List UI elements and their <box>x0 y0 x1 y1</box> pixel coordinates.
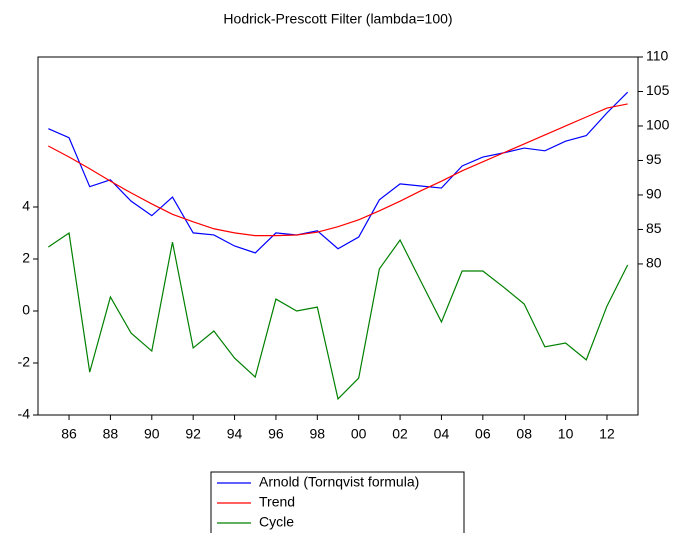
x-tick-label: 94 <box>227 426 243 442</box>
x-tick-label: 06 <box>475 426 491 442</box>
legend-label: Cycle <box>259 514 294 530</box>
y2-tick-label: 80 <box>646 255 662 271</box>
y2-tick-label: 105 <box>646 82 670 98</box>
x-tick-label: 08 <box>516 426 532 442</box>
y2-tick-label: 110 <box>646 48 669 64</box>
series-line <box>48 91 629 254</box>
y2-tick-label: 95 <box>646 151 662 167</box>
x-tick-label: 92 <box>185 426 201 442</box>
y-tick-label: 0 <box>22 302 30 318</box>
x-tick-label: 02 <box>392 426 408 442</box>
x-tick-label: 04 <box>434 426 450 442</box>
legend-box <box>210 471 465 533</box>
x-tick-label: 10 <box>558 426 574 442</box>
x-tick-label: 88 <box>103 426 119 442</box>
chart-title: Hodrick-Prescott Filter (lambda=100) <box>223 11 452 27</box>
y-tick-label: 4 <box>22 198 30 214</box>
y-tick-label: 2 <box>22 250 30 266</box>
x-tick-label: 00 <box>351 426 367 442</box>
x-tick-label: 98 <box>310 426 326 442</box>
plot-frame <box>37 56 639 416</box>
series-line <box>48 231 629 401</box>
series-line <box>48 103 628 237</box>
x-tick-label: 12 <box>599 426 615 442</box>
legend-label: Arnold (Tornqvist formula) <box>259 474 419 490</box>
y2-tick-label: 90 <box>646 186 662 202</box>
y-tick-label: -2 <box>18 354 31 370</box>
x-tick-label: 96 <box>268 426 284 442</box>
legend-label: Trend <box>259 494 295 510</box>
x-tick-label: 86 <box>61 426 77 442</box>
y2-tick-label: 100 <box>646 117 670 133</box>
y-tick-label: -4 <box>18 406 31 422</box>
x-tick-label: 90 <box>144 426 160 442</box>
y2-tick-label: 85 <box>646 220 662 236</box>
